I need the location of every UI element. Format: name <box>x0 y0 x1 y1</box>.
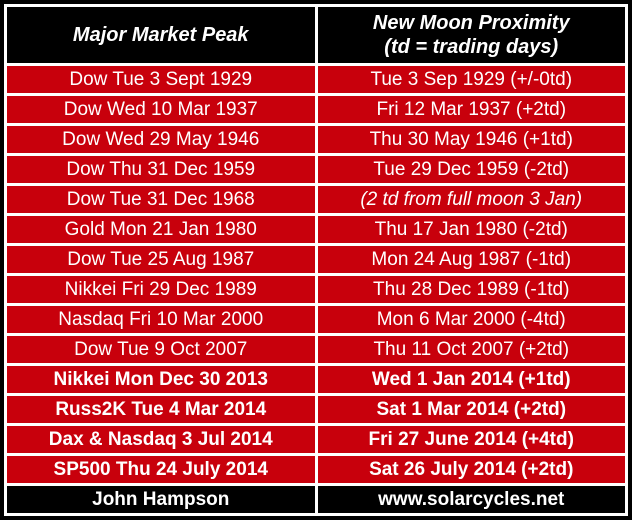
header-text: New Moon Proximity <box>372 12 570 34</box>
peak-cell: Dow Tue 3 Sept 1929 <box>7 66 315 93</box>
moon-cell: Mon 6 Mar 2000 (-4td) <box>317 306 625 333</box>
data-row: Dow Tue 9 Oct 2007 Thu 11 Oct 2007 (+2td) <box>7 336 625 363</box>
moon-cell: Thu 17 Jan 1980 (-2td) <box>317 216 625 243</box>
data-row: Dow Thu 31 Dec 1959 Tue 29 Dec 1959 (-2td… <box>7 156 625 183</box>
data-row: Dow Tue 31 Dec 1968 (2 td from full moon … <box>7 186 625 213</box>
moon-cell: Tue 3 Sep 1929 (+/-0td) <box>317 66 625 93</box>
header-text: (td = trading days) <box>384 36 559 58</box>
footer-cell: www.solarcycles.net <box>317 486 625 513</box>
data-row: Russ2K Tue 4 Mar 2014 Sat 1 Mar 2014 (+2t… <box>7 396 625 423</box>
peak-cell: Nikkei Mon Dec 30 2013 <box>7 366 315 393</box>
moon-cell: Thu 11 Oct 2007 (+2td) <box>317 336 625 363</box>
data-row: SP500 Thu 24 July 2014 Sat 26 July 2014 (… <box>7 456 625 483</box>
data-row: Dow Wed 10 Mar 1937 Fri 12 Mar 1937 (+2td… <box>7 96 625 123</box>
peak-cell: Dow Wed 29 May 1946 <box>7 126 315 153</box>
header-row: Major Market Peak New Moon Proximity (td =… <box>7 7 625 63</box>
moon-cell: Mon 24 Aug 1987 (-1td) <box>317 246 625 273</box>
data-row: Gold Mon 21 Jan 1980 Thu 17 Jan 1980 (-2t… <box>7 216 625 243</box>
moon-cell: Thu 30 May 1946 (+1td) <box>317 126 625 153</box>
peak-cell: Dow Tue 31 Dec 1968 <box>7 186 315 213</box>
moon-cell: (2 td from full moon 3 Jan) <box>317 186 625 213</box>
footer-row: John Hampson www.solarcycles.net <box>7 486 625 513</box>
moon-cell: Fri 27 June 2014 (+4td) <box>317 426 625 453</box>
peak-cell: Dow Tue 9 Oct 2007 <box>7 336 315 363</box>
moon-cell: Sat 26 July 2014 (+2td) <box>317 456 625 483</box>
data-row: Dow Tue 25 Aug 1987 Mon 24 Aug 1987 (-1td… <box>7 246 625 273</box>
data-row: Dax & Nasdaq 3 Jul 2014 Fri 27 June 2014 … <box>7 426 625 453</box>
data-row: Nikkei Mon Dec 30 2013 Wed 1 Jan 2014 (+1… <box>7 366 625 393</box>
peak-cell: Dow Tue 25 Aug 1987 <box>7 246 315 273</box>
data-row: Nasdaq Fri 10 Mar 2000 Mon 6 Mar 2000 (-4… <box>7 306 625 333</box>
moon-cell: Sat 1 Mar 2014 (+2td) <box>317 396 625 423</box>
header-text: Major Market Peak <box>72 24 249 46</box>
peak-cell: Dax & Nasdaq 3 Jul 2014 <box>7 426 315 453</box>
peak-cell: Nasdaq Fri 10 Mar 2000 <box>7 306 315 333</box>
header-cell: Major Market Peak <box>7 7 315 63</box>
footer-cell: John Hampson <box>7 486 315 513</box>
peak-cell: SP500 Thu 24 July 2014 <box>7 456 315 483</box>
data-row: Dow Wed 29 May 1946 Thu 30 May 1946 (+1td… <box>7 126 625 153</box>
peak-cell: Nikkei Fri 29 Dec 1989 <box>7 276 315 303</box>
moon-cell: Wed 1 Jan 2014 (+1td) <box>317 366 625 393</box>
peak-cell: Dow Thu 31 Dec 1959 <box>7 156 315 183</box>
peak-cell: Russ2K Tue 4 Mar 2014 <box>7 396 315 423</box>
peak-table: Major Market Peak New Moon Proximity (td =… <box>4 4 628 516</box>
header-cell: New Moon Proximity (td = trading days) <box>317 7 625 63</box>
moon-cell: Fri 12 Mar 1937 (+2td) <box>317 96 625 123</box>
moon-cell: Tue 29 Dec 1959 (-2td) <box>317 156 625 183</box>
peak-cell: Gold Mon 21 Jan 1980 <box>7 216 315 243</box>
data-row: Dow Tue 3 Sept 1929 Tue 3 Sep 1929 (+/-0t… <box>7 66 625 93</box>
peak-cell: Dow Wed 10 Mar 1937 <box>7 96 315 123</box>
moon-cell: Thu 28 Dec 1989 (-1td) <box>317 276 625 303</box>
data-row: Nikkei Fri 29 Dec 1989 Thu 28 Dec 1989 (-… <box>7 276 625 303</box>
